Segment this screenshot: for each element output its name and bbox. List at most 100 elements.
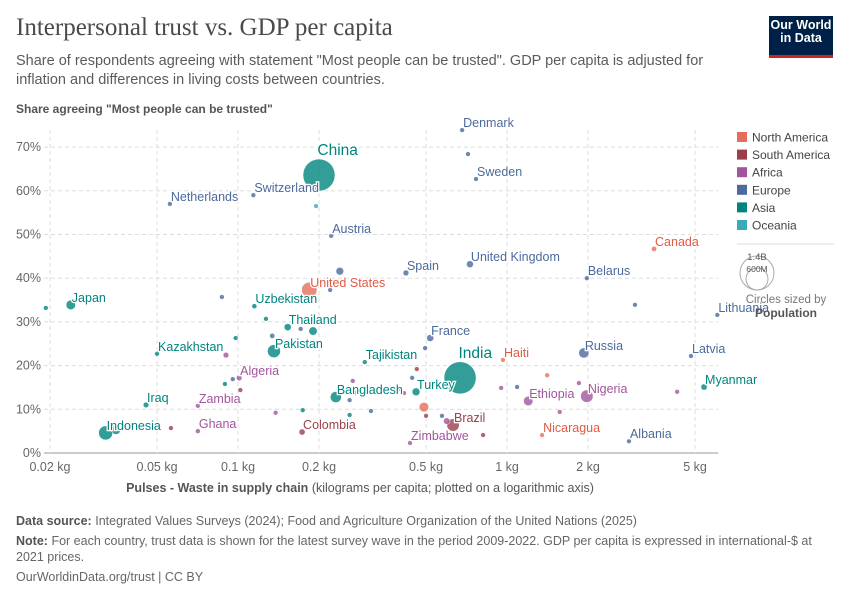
point-label: Turkey [417,378,455,392]
data-point [418,402,429,413]
x-tick-label: 0.05 kg [137,460,178,474]
y-tick-label: 30% [16,315,41,329]
data-point [409,375,415,381]
data-point [273,410,279,416]
data-point [350,378,356,384]
point-label: France [431,324,470,338]
data-point [407,440,413,446]
x-tick-label: 1 kg [495,460,519,474]
x-tick-label: 0.5 kg [409,460,443,474]
data-point [632,302,638,308]
logo-text: Our World in Data [770,18,832,45]
x-axis-label-bold: Pulses - Waste in supply chain [126,481,309,495]
note-label: Note: [16,534,48,548]
legend-item: South America [752,148,830,162]
y-tick-label: 40% [16,271,41,285]
data-point [459,127,465,133]
credit-link[interactable]: OurWorldinData.org/trust | CC BY [16,570,204,584]
data-point [269,333,276,339]
point-label: United Kingdom [471,250,560,264]
point-label: Pakistan [275,337,323,351]
data-point [584,275,590,281]
point-label: Zimbabwe [411,429,469,443]
x-tick-label: 0.2 kg [302,460,336,474]
point-label: Ghana [199,417,237,431]
x-tick-label: 0.02 kg [29,460,70,474]
data-point [308,326,318,336]
data-point [557,409,563,415]
data-point [195,428,201,434]
data-point [335,267,344,276]
point-label: Latvia [692,342,725,356]
data-point [539,432,545,438]
data-point [422,345,428,351]
legend-item: Oceania [752,219,797,233]
point-label: Thailand [289,313,337,327]
data-point [300,407,306,413]
x-axis-label: Pulses - Waste in supply chain (kilogram… [0,481,720,495]
data-point [328,233,334,239]
owid-logo[interactable]: Our World in Data [769,16,833,58]
point-label: Colombia [303,418,356,432]
data-point [500,357,506,363]
data-point [714,312,720,318]
data-point [414,366,420,372]
point-label: Netherlands [171,190,238,204]
data-point [222,352,230,359]
point-label: Canada [655,235,699,249]
data-point [480,432,486,438]
point-label: Tajikistan [366,348,417,362]
x-tick-label: 0.1 kg [221,460,255,474]
chart-title: Interpersonal trust vs. GDP per capita [16,14,393,41]
data-point [283,323,292,331]
data-point [154,351,160,357]
point-label: Sweden [477,165,522,179]
chart-subtitle: Share of respondents agreeing with state… [16,53,704,88]
data-point [250,192,256,198]
data-point [195,403,201,409]
data-point [443,417,451,425]
size-legend-value: 1.4B [747,252,767,263]
point-label: Nigeria [588,382,628,396]
point-label: Nicaragua [543,421,600,435]
data-point [651,246,657,252]
x-tick-label: 2 kg [576,460,600,474]
data-point [267,344,281,358]
size-legend-value: 600M [746,264,767,274]
data-point [316,282,322,288]
data-point [251,303,258,309]
legend-swatch [737,149,747,160]
y-tick-label: 50% [16,228,41,242]
data-point [580,389,594,403]
data-point [347,397,353,403]
point-label: Albania [630,427,672,441]
data-point [43,305,49,311]
note-text: For each country, trust data is shown fo… [16,534,812,564]
point-label: Zambia [199,392,241,406]
data-point [401,390,407,396]
legend-item: Asia [752,201,776,215]
data-point [330,391,342,403]
point-label: Switzerland [254,181,319,195]
data-point [423,413,429,419]
data-point [353,390,359,396]
data-source: Data source: Integrated Values Surveys (… [16,513,836,529]
data-point [142,401,150,409]
data-point [313,203,319,209]
point-label: United States [310,276,385,290]
data-point [167,201,173,207]
data-point [347,412,353,418]
legend-swatch [737,167,747,178]
data-point [237,387,243,393]
point-label: Lithuania [718,301,769,315]
data-point [298,428,306,436]
point-label: Spain [407,259,439,273]
point-label: Kazakhstan [158,340,223,354]
data-point [219,294,225,300]
point-label: Haiti [504,346,529,360]
data-point [544,372,550,378]
data-point [233,335,239,341]
y-axis-label: Share agreeing "Most people can be trust… [16,102,273,116]
data-point [222,381,228,387]
